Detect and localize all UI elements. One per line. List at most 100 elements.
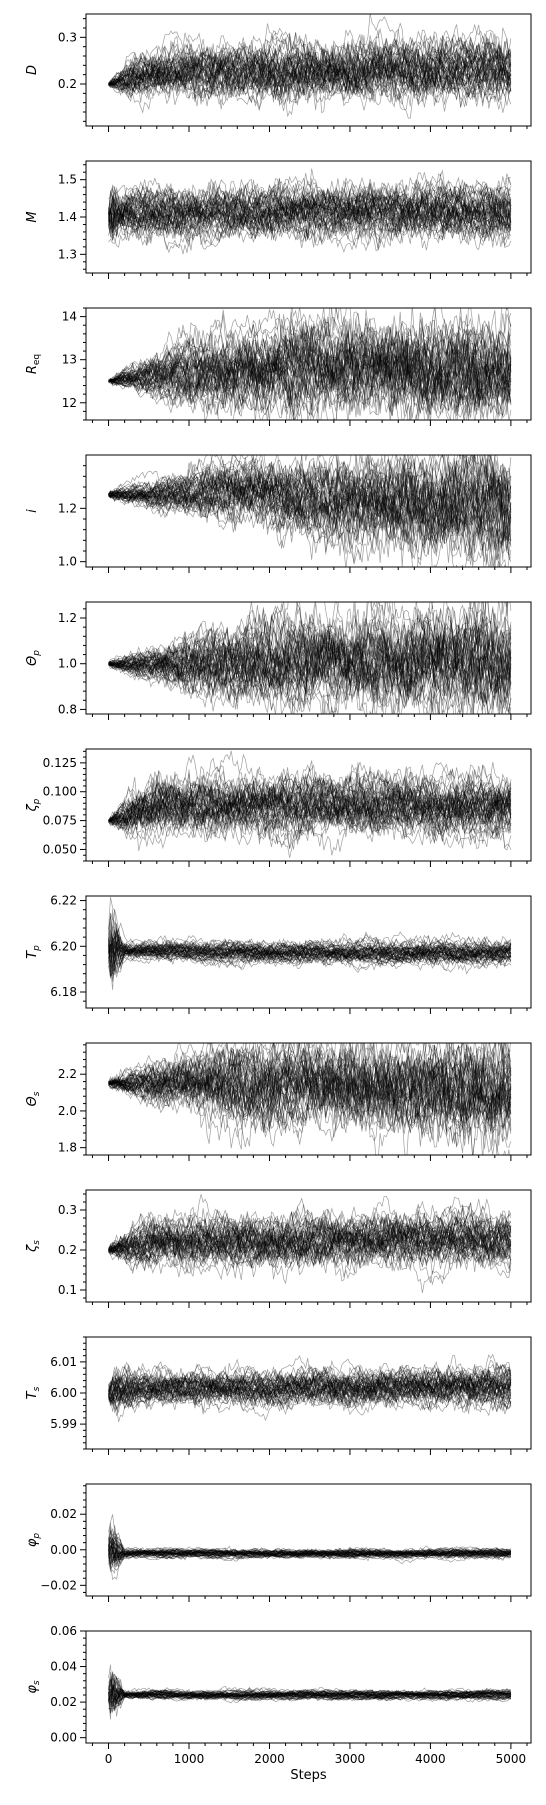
walker-trace <box>108 1370 512 1413</box>
walker-trace <box>108 323 512 413</box>
walker-trace <box>108 1532 511 1558</box>
y-tick-label: 1.3 <box>58 247 77 261</box>
walker-trace <box>108 311 511 413</box>
walker-trace <box>108 613 512 711</box>
walker-trace <box>108 1043 512 1129</box>
y-tick-label: 6.22 <box>50 894 77 908</box>
walker-trace <box>108 37 512 105</box>
walker-trace <box>108 455 512 558</box>
walker-trace <box>108 185 512 235</box>
walker-trace <box>108 39 512 99</box>
walker-trace <box>108 1679 512 1702</box>
walker-trace <box>108 935 512 966</box>
walker-trace <box>108 1365 512 1410</box>
walker-trace <box>108 1549 512 1565</box>
walker-trace <box>108 458 512 533</box>
walker-trace <box>108 468 512 552</box>
walker-trace <box>108 783 512 851</box>
walker-trace <box>108 761 512 849</box>
walker-trace <box>108 1044 512 1153</box>
walker-trace <box>108 1372 512 1411</box>
walker-trace <box>108 313 512 416</box>
walker-trace <box>108 1689 512 1702</box>
walker-trace <box>108 1200 512 1268</box>
walker-trace <box>108 936 512 977</box>
walker-trace <box>108 1202 512 1269</box>
walker-trace <box>108 1686 512 1701</box>
walker-trace <box>108 615 512 699</box>
trace-panel-3: 12 13 14 Req <box>25 307 532 426</box>
walker-trace <box>108 1677 512 1700</box>
walker-trace <box>108 463 512 555</box>
walker-trace <box>108 183 512 240</box>
walker-trace <box>108 30 512 103</box>
walker-trace <box>108 935 512 968</box>
walker-trace <box>108 941 512 978</box>
walker-trace <box>108 1048 510 1155</box>
walker-trace <box>108 1364 512 1415</box>
walker-trace <box>108 335 512 420</box>
walker-trace <box>108 928 512 969</box>
walker-trace <box>108 605 512 714</box>
walker-trace <box>108 1537 512 1559</box>
walker-trace <box>108 941 512 970</box>
walker-trace <box>108 461 512 567</box>
walker-trace <box>108 939 512 979</box>
walker-trace <box>108 460 512 538</box>
walker-trace <box>108 455 512 553</box>
walker-trace <box>108 934 512 964</box>
walker-trace <box>108 1364 512 1417</box>
walker-trace <box>108 176 511 244</box>
walker-trace <box>108 29 512 110</box>
walker-trace <box>108 1368 512 1416</box>
walker-trace <box>108 1525 512 1557</box>
walker-trace <box>108 1522 512 1566</box>
walker-trace <box>108 455 512 535</box>
walker-trace <box>108 1365 512 1407</box>
walker-trace <box>108 465 512 538</box>
walker-trace <box>108 37 512 105</box>
walker-trace <box>108 926 512 971</box>
walker-trace <box>108 768 512 840</box>
walker-trace <box>108 1220 512 1275</box>
walker-trace <box>108 1363 512 1411</box>
walker-trace <box>108 463 512 567</box>
walker-trace <box>108 1355 512 1408</box>
walker-trace <box>108 463 512 567</box>
walker-trace <box>108 937 512 965</box>
y-tick-label: 1.0 <box>58 555 77 569</box>
walker-trace <box>108 784 512 850</box>
walker-trace <box>108 1209 512 1274</box>
walker-trace <box>108 1546 512 1564</box>
walker-trace <box>108 606 512 708</box>
walker-trace <box>108 766 512 846</box>
walker-trace <box>108 1546 511 1562</box>
y-tick-label: 12 <box>62 396 77 410</box>
walker-trace <box>108 455 512 567</box>
walker-trace <box>108 618 512 714</box>
walker-trace <box>108 458 512 557</box>
walker-traces <box>108 14 512 119</box>
walker-trace <box>108 933 512 968</box>
walker-trace <box>108 459 512 558</box>
walker-trace <box>108 1537 511 1559</box>
y-tick-label: 0.2 <box>58 1243 77 1257</box>
walker-trace <box>108 1052 512 1126</box>
y-axis-label: i <box>25 509 40 513</box>
walker-trace <box>108 184 512 249</box>
walker-trace <box>108 1547 512 1568</box>
walker-trace <box>108 1204 512 1261</box>
walker-trace <box>108 1676 512 1701</box>
walker-trace <box>108 1043 512 1124</box>
walker-trace <box>108 333 512 416</box>
walker-trace <box>108 602 512 714</box>
walker-trace <box>108 623 512 714</box>
walker-trace <box>108 177 512 245</box>
walker-trace <box>108 1545 511 1565</box>
walker-trace <box>108 602 512 714</box>
walker-trace <box>108 479 512 563</box>
walker-trace <box>108 1063 512 1149</box>
walker-trace <box>108 927 512 966</box>
walker-trace <box>108 937 512 974</box>
y-tick-label: 1.4 <box>58 210 77 224</box>
